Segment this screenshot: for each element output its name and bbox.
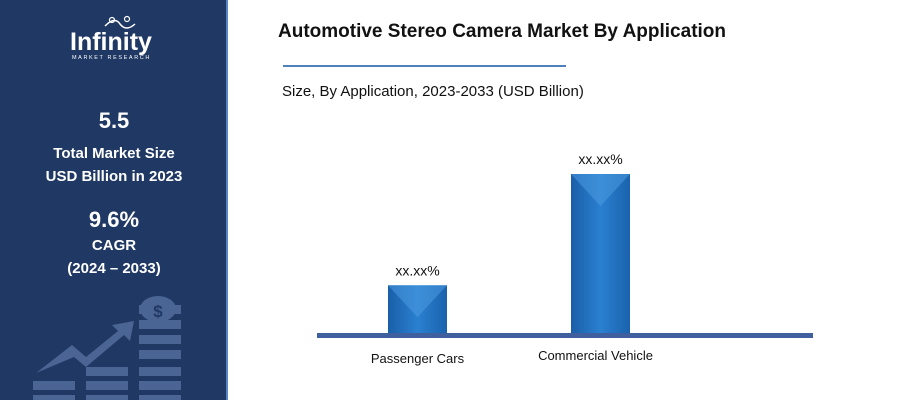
chart-subtitle: Size, By Application, 2023-2033 (USD Bil… — [282, 83, 584, 100]
bar-bevel-0 — [388, 285, 447, 318]
title-divider — [283, 65, 566, 67]
data-label-0: xx.xx% — [395, 262, 439, 278]
data-label-1: xx.xx% — [578, 151, 622, 167]
infinity-logo: Infinity MARKET RESEARCH — [70, 15, 152, 61]
bar-bevel-1 — [571, 174, 630, 206]
svg-text:Infinity: Infinity — [70, 28, 152, 56]
svg-text:$: $ — [153, 302, 163, 321]
market-size-value: 5.5 — [98, 108, 130, 133]
cagr-label: CAGR — [91, 237, 137, 254]
category-label-0: Passenger Cars — [371, 351, 465, 366]
chart-title: Automotive Stereo Camera Market By Appli… — [278, 21, 727, 42]
market-size-label: Total Market Size — [53, 145, 175, 162]
market-size-unit: USD Billion in 2023 — [45, 168, 183, 185]
sidebar: Infinity MARKET RESEARCH 5.5 Total Marke… — [0, 0, 228, 400]
svg-text:MARKET RESEARCH: MARKET RESEARCH — [72, 55, 151, 61]
cagr-value: 9.6% — [88, 207, 140, 232]
cagr-period: (2024 – 2033) — [67, 260, 161, 277]
growth-chart-icon: $ — [33, 296, 181, 400]
category-label-1: Commercial Vehicle — [538, 348, 653, 363]
x-axis-line — [317, 333, 813, 338]
